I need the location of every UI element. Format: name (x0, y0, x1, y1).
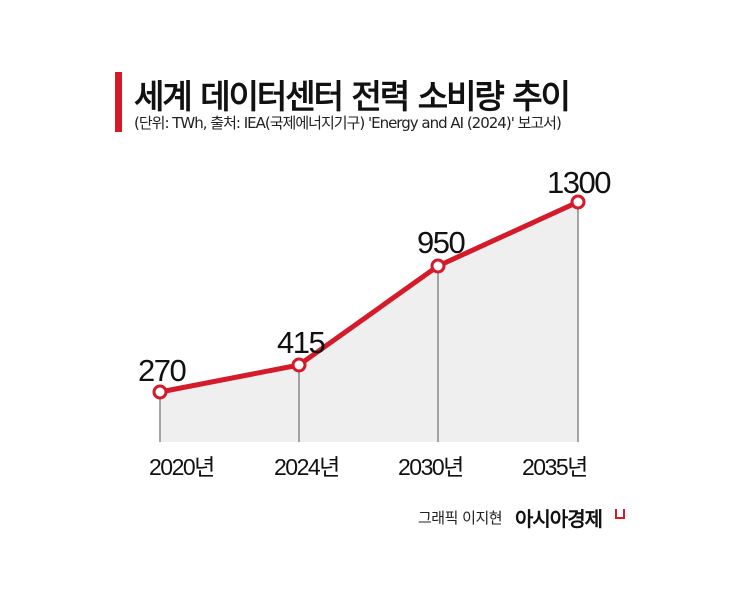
value-label: 950 (417, 225, 465, 260)
x-axis-label: 2030년 (398, 454, 463, 480)
value-label: 270 (138, 353, 186, 388)
chart-title: 세계 데이터센터 전력 소비량 추이 (134, 77, 571, 116)
brand-logo: 아시아경제 (515, 507, 603, 531)
title-accent-bar (115, 72, 122, 132)
x-axis-label: 2035년 (522, 454, 587, 480)
value-label: 1300 (547, 165, 611, 200)
marker-2035 (570, 194, 586, 210)
area-fill (160, 202, 578, 442)
value-label: 415 (277, 325, 324, 360)
marker-2020 (152, 384, 168, 400)
guide-lines (159, 202, 579, 442)
graphic-credit: 그래픽 이지현 (418, 509, 503, 527)
marker-2024 (291, 357, 307, 373)
marker-2030 (430, 258, 446, 274)
x-axis-label: 2020년 (149, 454, 214, 480)
data-line (159, 199, 580, 395)
brand-mark-icon (615, 509, 625, 519)
chart-subtitle: (단위: TWh, 출처: IEA(국제에너지기구) 'Energy and A… (134, 114, 562, 132)
data-markers (152, 194, 586, 400)
x-axis-label: 2024년 (274, 454, 339, 480)
